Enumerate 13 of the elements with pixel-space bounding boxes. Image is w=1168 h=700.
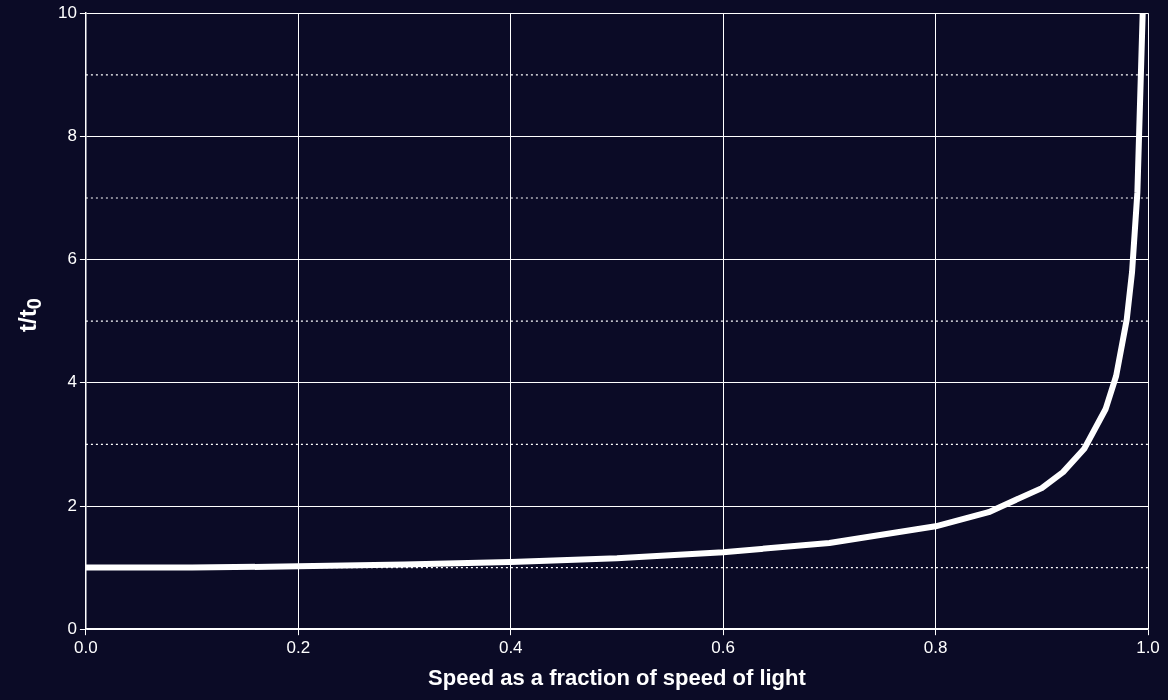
x-tick-label: 0.4 (498, 638, 523, 658)
y-tick-label: 4 (67, 372, 77, 392)
y-tick-label: 0 (67, 618, 77, 638)
y-tick-label: 10 (57, 2, 77, 22)
x-tick-label: 1.0 (1136, 638, 1160, 658)
x-tick-label: 0.0 (74, 638, 98, 658)
x-tick-label: 0.8 (923, 638, 948, 658)
y-tick-label: 2 (67, 495, 77, 515)
x-tick-label: 0.6 (711, 638, 735, 658)
x-tick-label: 0.2 (286, 638, 311, 658)
y-tick-label: 8 (67, 126, 77, 146)
x-axis-title: Speed as a fraction of speed of light (428, 664, 807, 690)
y-tick-label: 6 (67, 249, 77, 269)
